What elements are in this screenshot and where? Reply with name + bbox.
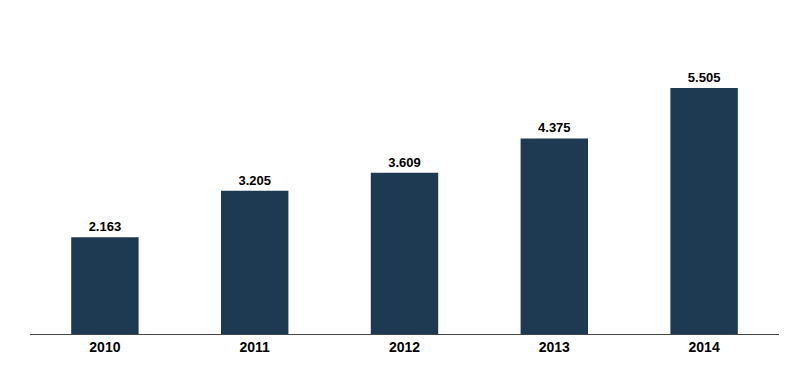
svg-text:5.505: 5.505 bbox=[688, 70, 721, 85]
svg-text:2012: 2012 bbox=[389, 339, 420, 355]
svg-text:2013: 2013 bbox=[539, 339, 570, 355]
svg-text:2010: 2010 bbox=[89, 339, 120, 355]
svg-text:4.375: 4.375 bbox=[538, 120, 571, 135]
svg-text:3.205: 3.205 bbox=[238, 173, 271, 188]
svg-text:2014: 2014 bbox=[689, 339, 720, 355]
svg-text:2011: 2011 bbox=[240, 339, 271, 355]
svg-text:3.609: 3.609 bbox=[388, 155, 421, 170]
svg-text:2.163: 2.163 bbox=[89, 219, 122, 234]
